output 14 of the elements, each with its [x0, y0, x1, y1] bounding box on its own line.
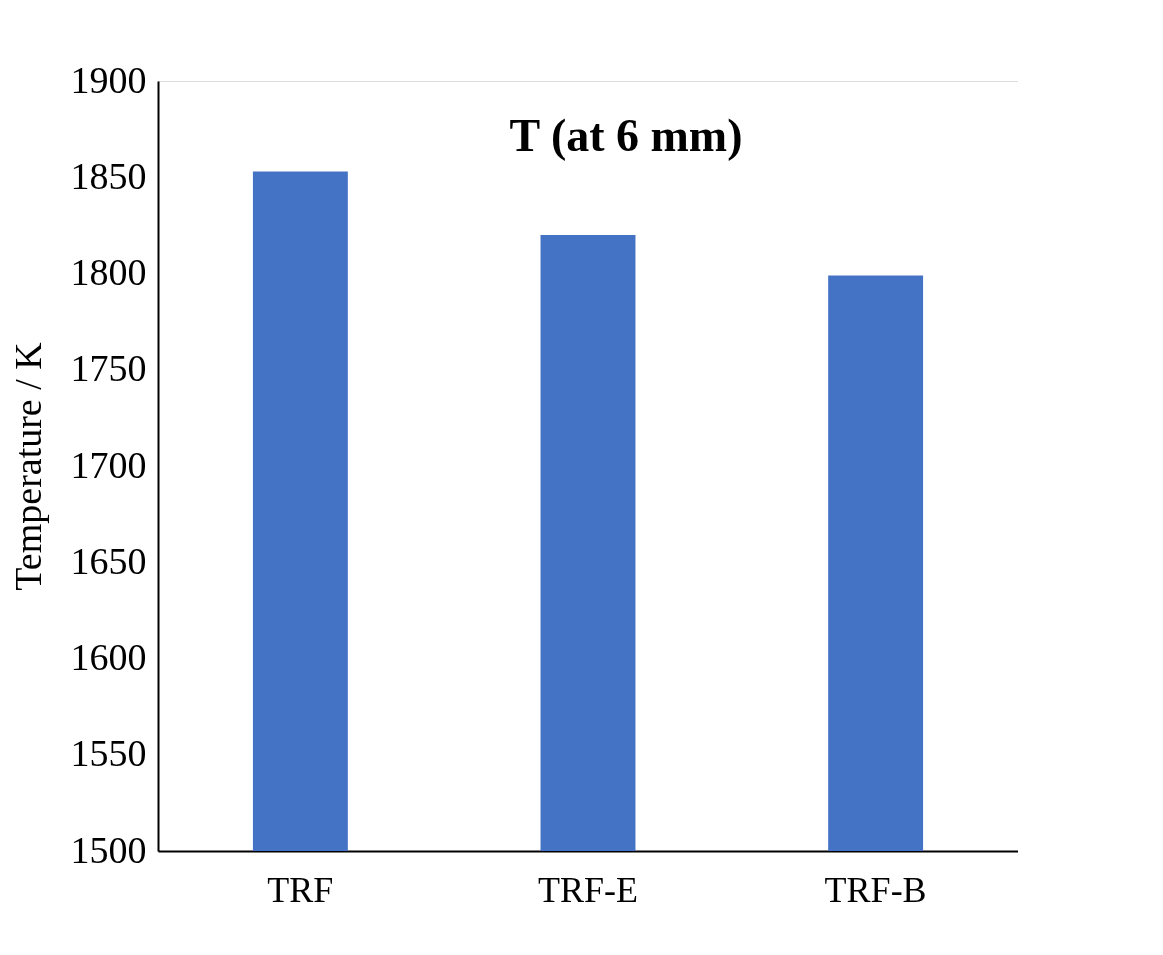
y-tick-label: 1550 — [70, 732, 147, 775]
y-tick-label: 1850 — [70, 154, 147, 197]
y-tick-label: 1650 — [70, 539, 147, 582]
y-tick-label: 1900 — [70, 58, 147, 101]
x-tick-label: TRF-B — [824, 869, 927, 910]
y-tick-label: 1750 — [70, 347, 147, 390]
y-tick-label: 1700 — [70, 443, 147, 486]
y-tick-label: 1600 — [70, 636, 147, 678]
y-tick-label: 1800 — [70, 251, 147, 293]
x-tick-label: TRF-E — [537, 869, 639, 910]
y-tick-label: 1500 — [70, 828, 147, 871]
x-tick-label: TRF — [267, 869, 334, 910]
y-axis-title: Temperature / K — [6, 341, 49, 591]
text: T (at 6 mm) — [509, 110, 743, 161]
